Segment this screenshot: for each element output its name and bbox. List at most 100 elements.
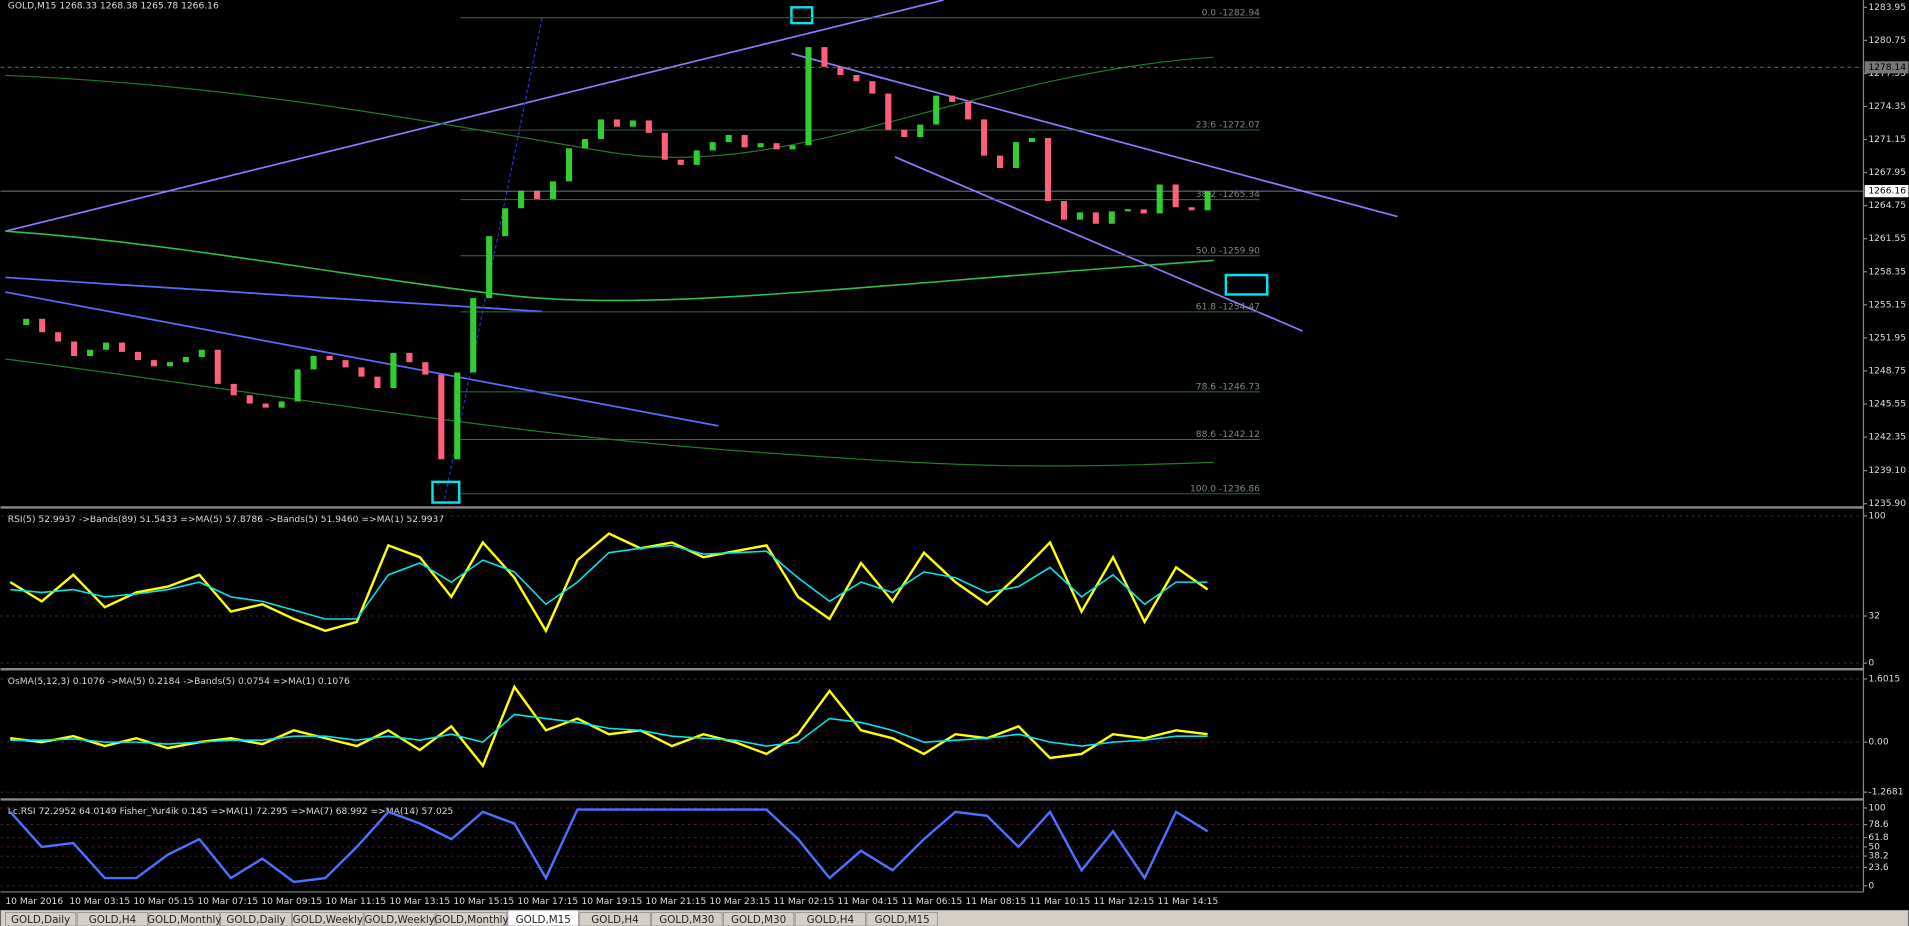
candle-body [230,383,237,396]
chart-tab-label[interactable]: GOLD,Monthly [434,914,508,926]
candle-body [629,120,636,127]
chart-tab[interactable] [76,912,149,926]
candle-body [1060,201,1067,220]
y-tick-label: 1248.75 [1868,366,1906,376]
x-tick-label: 10 Mar 03:15 [69,897,130,907]
marker-box [1224,273,1269,296]
candle-body [933,95,940,125]
chart-tab-label[interactable]: GOLD,Monthly [147,914,221,926]
x-tick-label: 10 Mar 2016 [5,897,63,907]
candle-body [1156,184,1163,214]
pane-frames [0,0,1865,893]
indicator-line [10,544,1208,620]
chart-tab[interactable] [435,912,508,926]
candle-body [805,47,812,146]
y-tick-label: 1261.55 [1868,234,1906,244]
chart-tab[interactable] [722,912,795,926]
chart-tab[interactable] [794,912,867,926]
chart-tab-label[interactable]: GOLD,Weekly [364,914,434,926]
candle-body [709,142,716,151]
candle-body [1172,184,1179,208]
x-tick-label: 11 Mar 08:15 [965,897,1026,907]
candle-body [358,367,365,377]
chart-tab-label[interactable]: GOLD,M30 [731,914,786,926]
y-tick-label: 1239.10 [1868,466,1906,476]
fib-label: 50.0 -1259.90 [1196,246,1260,256]
chart-tab-label[interactable]: GOLD,Daily [226,914,285,926]
candle-body [693,150,700,165]
marker-box [431,480,461,504]
x-tick-label: 10 Mar 13:15 [389,897,450,907]
candle-body [550,181,557,199]
y-tick-label: 1283.95 [1868,3,1906,13]
pane-title: OsMA(5,12,3) 0.1076 ->MA(5) 0.2184 ->Ban… [8,677,350,687]
x-tick-label: 11 Mar 12:15 [1093,897,1154,907]
candle-body [278,401,285,408]
chart-tab-label[interactable]: GOLD,M30 [659,914,714,926]
candle-body [1204,191,1211,211]
y-tick-label: 1264.75 [1868,201,1906,211]
y-tick-label: 32 [1868,612,1880,622]
candle-body [166,362,173,367]
y-tick-label: 50 [1868,842,1880,852]
chart-tab[interactable] [363,912,436,926]
chart-tab-label[interactable]: GOLD,Daily [11,914,70,926]
y-tick-label: 100 [1868,511,1886,521]
marker-box [790,6,814,25]
y-tick-label: 1.6015 [1868,674,1900,684]
candle-body [198,349,205,358]
y-tick-label: 1242.35 [1868,433,1906,443]
candle-body [262,403,269,408]
chart-tab-label[interactable]: GOLD,H4 [807,914,854,926]
candle-body [597,119,604,140]
pane-title: GOLD,M15 1268.33 1268.38 1265.78 1266.16 [8,2,219,12]
candle-body [326,355,333,361]
candle-body [949,95,956,102]
marker-price-label: 1278.14 [1868,63,1906,73]
candle-body [438,374,445,460]
chart-tab[interactable] [507,909,579,926]
trend-line [894,156,1303,332]
y-tick-label: 1251.95 [1868,333,1906,343]
x-tick-label: 11 Mar 10:15 [1029,897,1090,907]
y-tick-label: 0 [1868,659,1874,669]
candle-body [1044,138,1051,202]
y-tick-label: 1255.15 [1868,300,1906,310]
candle-body [917,124,924,137]
candle-body [71,341,78,356]
x-tick-label: 10 Mar 23:15 [709,897,770,907]
x-tick-label: 11 Mar 02:15 [773,897,834,907]
chart-tab-label[interactable]: GOLD,M15 [516,914,571,926]
x-tick-label: 10 Mar 17:15 [517,897,578,907]
candle-body [534,190,541,199]
chart-tab[interactable] [651,912,723,926]
x-tick-label: 10 Mar 07:15 [197,897,258,907]
candle-body [23,318,30,325]
chart-tab-label[interactable]: GOLD,H4 [89,914,136,926]
y-tick-label: 1235.90 [1868,499,1906,509]
chart-tab[interactable] [579,912,651,926]
candle-body [390,352,397,389]
x-tick-label: 10 Mar 05:15 [133,897,194,907]
candle-body [118,342,126,352]
chart-tab-label[interactable]: GOLD,M15 [875,914,930,926]
chart-tab-label[interactable]: GOLD,H4 [591,914,638,926]
candle-body [374,376,381,389]
chart-tab[interactable] [148,912,220,926]
candle-body [87,349,94,356]
fib-label: 0.0 -1282.94 [1202,8,1261,18]
chart-tab[interactable] [5,912,77,926]
y-tick-label: 23.6 [1868,863,1888,873]
chart-tab[interactable] [220,912,292,926]
candle-body [661,132,668,160]
candle-body [821,47,828,67]
y-tick-label: 38.2 [1868,852,1888,862]
chart-tab-label[interactable]: GOLD,Weekly [293,914,363,926]
x-tick-label: 10 Mar 15:15 [453,897,514,907]
fib-label: 38.2 -1265.34 [1196,190,1260,200]
candle-body [214,349,221,384]
chart-tab[interactable] [292,912,364,926]
candle-body [486,236,493,299]
chart-tab[interactable] [866,912,938,926]
pane-title: RSI(5) 52.9937 ->Bands(89) 51.5433 =>MA(… [8,515,445,525]
